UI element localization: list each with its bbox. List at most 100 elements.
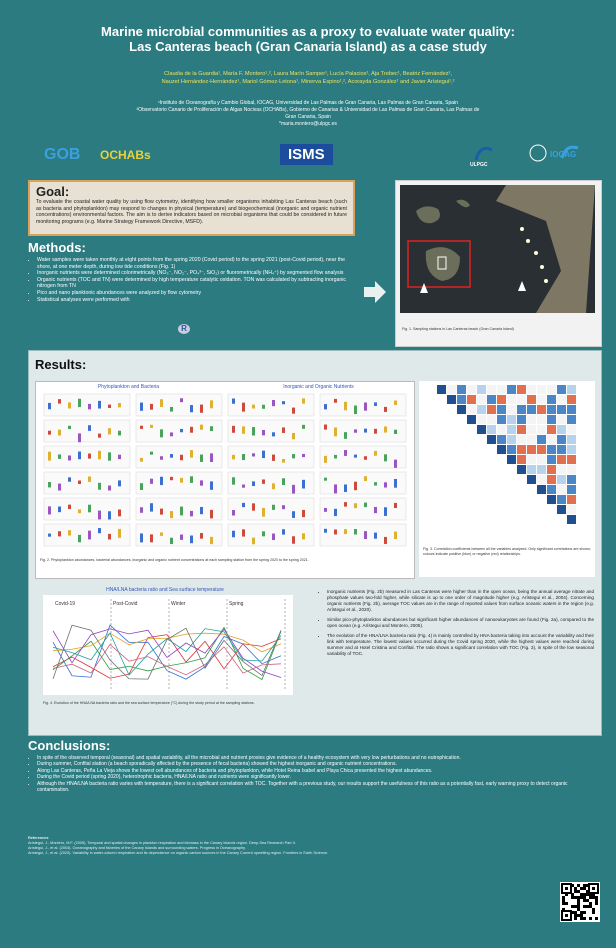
qr-finder [565, 914, 568, 917]
glyph [68, 505, 71, 509]
heat-cell [557, 465, 566, 474]
period-label: Spring [229, 601, 244, 607]
glyph [180, 398, 183, 402]
qr-module [577, 890, 580, 893]
qr-module [574, 887, 577, 890]
heat-cell [567, 495, 576, 504]
glyph [384, 407, 387, 412]
period-label: Post-Covid [113, 601, 138, 607]
panel [320, 472, 406, 494]
heat-cell [447, 395, 456, 404]
glyph [394, 479, 397, 488]
glyph [150, 534, 153, 542]
glyph [262, 430, 265, 435]
bullet-list: Inorganic nutrients (Fig. 2b) measured i… [319, 589, 594, 657]
glyph [374, 451, 377, 456]
glyph [252, 538, 255, 545]
glyph [364, 429, 367, 433]
glyph [354, 429, 357, 432]
heat-cell [557, 495, 566, 504]
panel [136, 420, 222, 442]
glyph [98, 451, 101, 460]
glyph [354, 406, 357, 415]
glyph [78, 452, 81, 460]
affiliation: Gran Canaria, Spain [60, 114, 556, 121]
glyph [374, 429, 377, 434]
glyph [150, 425, 153, 428]
glyph [48, 482, 51, 487]
logo: OCHABs [100, 148, 151, 162]
qr-module [580, 911, 583, 914]
glyph [262, 479, 265, 483]
methods: Methods: Water samples were taken monthl… [28, 240, 358, 303]
glyph [170, 432, 173, 436]
glyph [334, 427, 337, 436]
glyph [232, 455, 235, 460]
heat-cell [487, 395, 496, 404]
heat-cell [467, 395, 476, 404]
glyph [48, 506, 51, 514]
qr-module [574, 911, 577, 914]
qr-module [580, 887, 583, 890]
panel [44, 498, 130, 520]
glyph [68, 426, 71, 429]
heat-cell [527, 455, 536, 464]
heat-cell [567, 435, 576, 444]
glyph [190, 536, 193, 544]
heat-cell [507, 445, 516, 454]
panel [44, 420, 130, 442]
heat-cell [537, 445, 546, 454]
glyph [118, 403, 121, 407]
glyph [334, 455, 337, 459]
glyph [108, 486, 111, 491]
qr-module [580, 917, 583, 920]
heat-cell [527, 425, 536, 434]
glyph [98, 401, 101, 409]
heat-cell [527, 415, 536, 424]
glyph [334, 509, 337, 516]
arrow [362, 280, 388, 304]
glyph [324, 529, 327, 533]
methods-list: Water samples were taken monthly at eigh… [28, 257, 358, 303]
logo-icons [470, 142, 580, 164]
qr-module [592, 896, 595, 899]
glyph [190, 476, 193, 483]
panel [44, 524, 130, 546]
glyph [48, 534, 51, 537]
qr-module [586, 899, 589, 902]
period-label: Covid-19 [55, 601, 75, 607]
qr-module [595, 917, 598, 920]
qr-module [580, 914, 583, 917]
glyph [324, 456, 327, 463]
heat-cell [517, 435, 526, 444]
glyph [334, 529, 337, 534]
panel [320, 446, 406, 468]
glyph [48, 431, 51, 435]
heat-cell [537, 435, 546, 444]
panel [320, 394, 406, 416]
heat-cell [547, 435, 556, 444]
glyph [292, 408, 295, 414]
list-item: Although the HNA/LNA bacteria ratio vari… [37, 781, 600, 794]
glyph [282, 427, 285, 433]
heat-cell [477, 415, 486, 424]
qr-module [589, 896, 592, 899]
reference: Arístegui, J., et al. (2020). Variabilit… [28, 851, 548, 856]
glyph [394, 460, 397, 468]
heat-cell [457, 395, 466, 404]
heat-cell [567, 385, 576, 394]
heat-cell [537, 385, 546, 394]
heat-cell [497, 425, 506, 434]
list-item: Statistical analyses were performed with [37, 297, 358, 304]
heat-cell [517, 465, 526, 474]
heat-cell [477, 395, 486, 404]
glyph [302, 398, 305, 403]
glyph [374, 482, 377, 485]
heat-cell [457, 405, 466, 414]
glyph [180, 507, 183, 516]
qr-module [583, 911, 586, 914]
glyph [78, 535, 81, 542]
glyph [58, 531, 61, 536]
correlation-heatmap [419, 381, 595, 541]
glyph [170, 407, 173, 412]
